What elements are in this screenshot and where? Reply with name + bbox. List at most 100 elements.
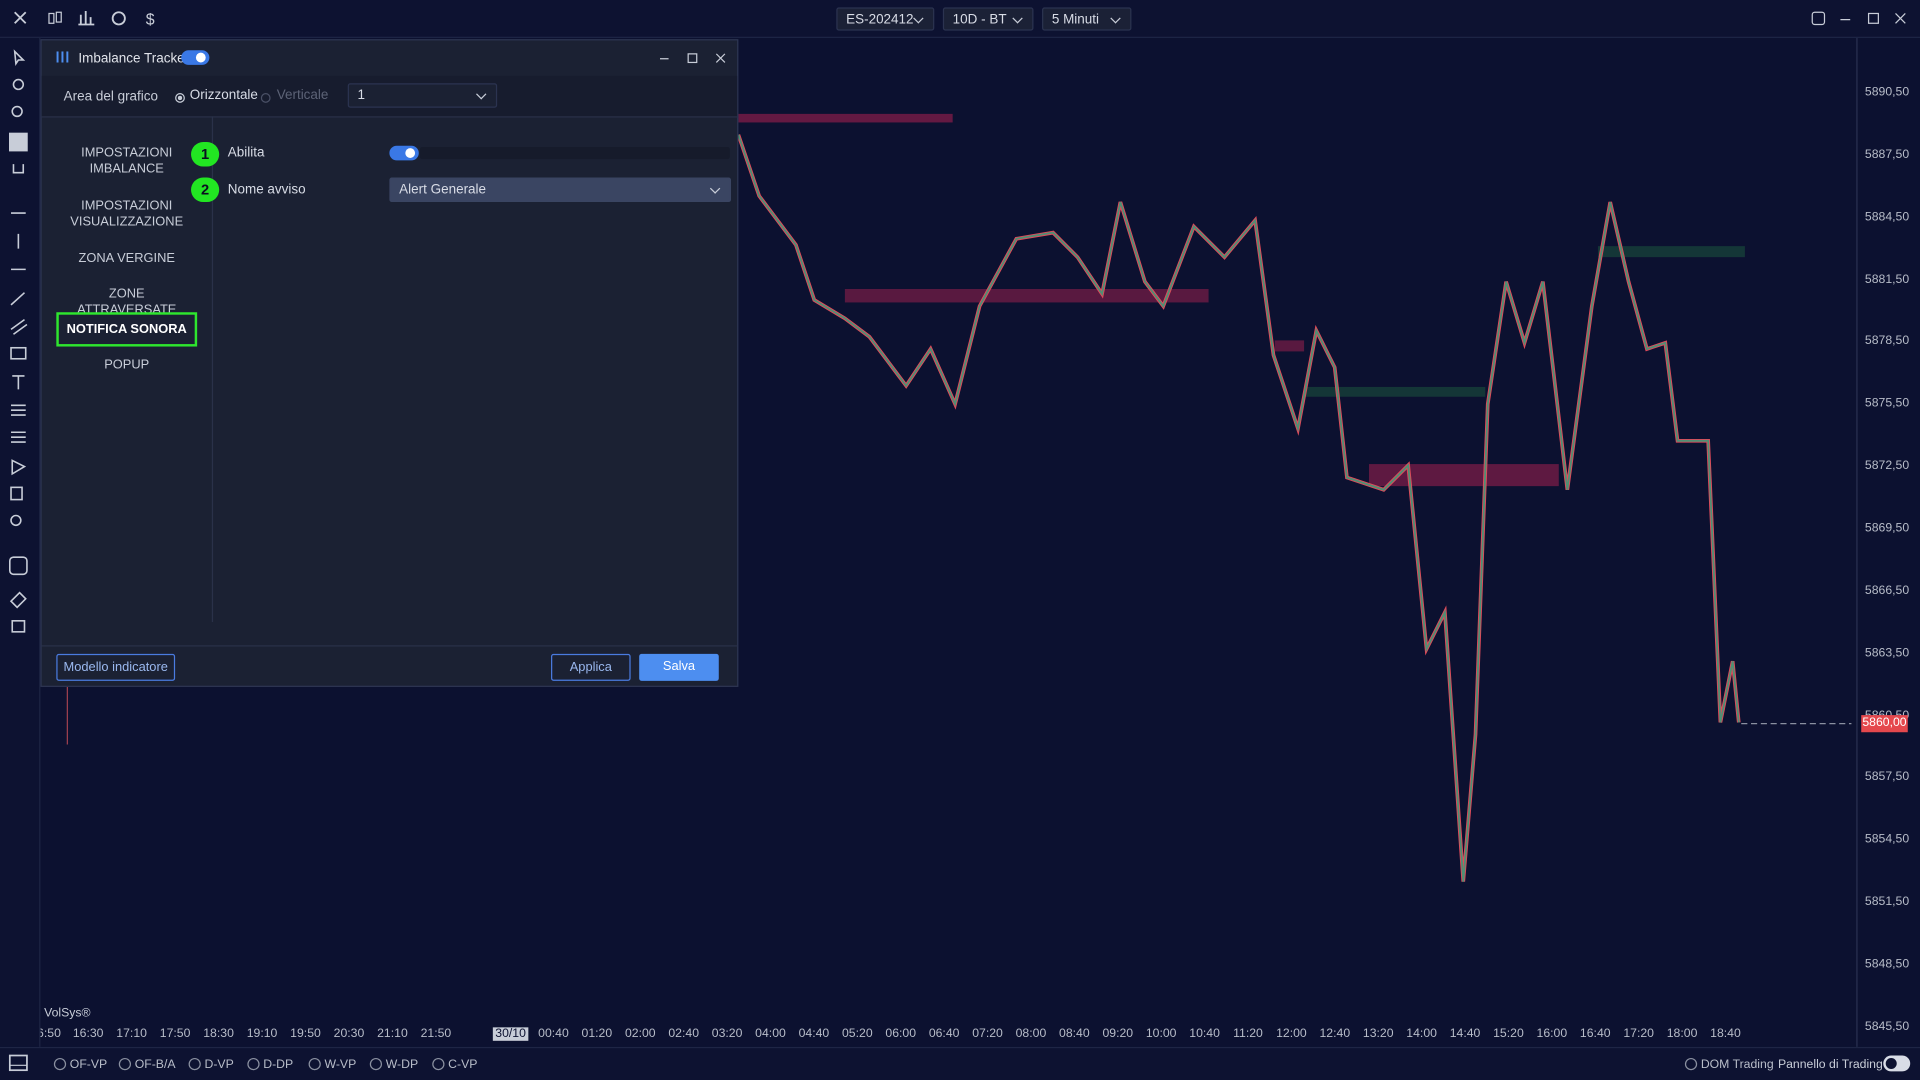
time-label: 17:10: [116, 1027, 147, 1041]
magnet-tool[interactable]: [12, 164, 25, 174]
panel-icon[interactable]: [8, 1054, 31, 1074]
price-label: 5887,50: [1864, 147, 1910, 162]
time-label: 08:40: [1059, 1027, 1090, 1041]
fib-tool[interactable]: [11, 404, 26, 416]
step-badge: 1: [191, 142, 220, 167]
text-tool[interactable]: [12, 375, 25, 390]
nav-item[interactable]: IMPOSTAZIONI VISUALIZZAZIONE: [70, 198, 184, 229]
time-label: 14:00: [1406, 1027, 1437, 1041]
range-dropdown[interactable]: 10D - BT: [942, 7, 1034, 31]
rect-tool[interactable]: [10, 346, 27, 360]
price-axis: 5890,50 5887,50 5884,50 5881,50 5878,50 5875,…: [1856, 37, 1920, 1047]
hand-tool[interactable]: [12, 78, 25, 91]
dialog-title-bar: Imbalance Tracker: [42, 40, 738, 76]
study-toggle[interactable]: W-VP: [308, 1057, 356, 1071]
zoom-tool[interactable]: [11, 105, 23, 118]
time-label: 10:00: [1145, 1027, 1177, 1041]
time-label: 13:20: [1362, 1027, 1394, 1041]
dialog-footer: Modello indicatore Applica Salva: [41, 645, 738, 687]
apply-button[interactable]: Applica: [551, 653, 631, 681]
nav-item[interactable]: IMPOSTAZIONI IMBALANCE: [81, 145, 173, 177]
dialog-close[interactable]: [715, 53, 726, 63]
imbalance-zone: [1368, 464, 1559, 487]
indicator-dialog: Imbalance Tracker Area del grafico Orizz…: [40, 39, 739, 687]
time-label: 06:40: [928, 1027, 960, 1041]
dom-trading[interactable]: DOM Trading: [1684, 1057, 1774, 1071]
close-icon[interactable]: [14, 11, 27, 24]
candles-icon[interactable]: [48, 12, 55, 24]
time-label: 21:10: [377, 1027, 408, 1041]
levels-tool[interactable]: [11, 431, 26, 443]
eraser-tool[interactable]: [9, 591, 27, 609]
price-label: 5878,50: [1864, 334, 1910, 349]
dialog-maximize[interactable]: [687, 53, 698, 64]
timeframe-dropdown[interactable]: 5 Minuti: [1042, 7, 1132, 31]
price-label: 5845,50: [1864, 1019, 1910, 1034]
symbol-dropdown[interactable]: ES-202412: [836, 7, 935, 31]
crosshair-tool[interactable]: [9, 132, 28, 152]
study-toggle[interactable]: W-DP: [369, 1057, 418, 1071]
radio-horizontal[interactable]: [175, 93, 185, 103]
nav-item[interactable]: ZONA VERGINE: [78, 251, 175, 266]
channel-tool[interactable]: [10, 318, 28, 335]
time-label: 17:20: [1623, 1027, 1654, 1041]
time-label: 05:20: [841, 1027, 873, 1041]
nav-item[interactable]: POPUP: [104, 357, 150, 373]
trading-panel-label: Pannello di Trading: [1777, 1057, 1883, 1072]
drawing-tools: [9, 49, 28, 633]
brand: VolSys®: [44, 1006, 91, 1021]
time-label: 15:20: [1493, 1027, 1524, 1041]
nav-item[interactable]: NOTIFICA SONORA: [56, 312, 198, 347]
area-label: Area del grafico: [63, 89, 159, 105]
price-label: 5875,50: [1864, 397, 1910, 411]
study-toggle[interactable]: OF-VP: [53, 1057, 107, 1071]
time-label: 6:50: [37, 1027, 61, 1041]
bars-icon[interactable]: [78, 11, 95, 26]
alert-tool[interactable]: [10, 514, 22, 527]
pane-select[interactable]: 1: [347, 83, 498, 108]
price-label: 5866,50: [1864, 583, 1910, 598]
top-bar: $ ES-202412 10D - BT 5 Minuti: [0, 0, 1920, 38]
imbalance-zone: [738, 113, 953, 123]
time-label: 16:00: [1536, 1027, 1568, 1041]
candles-icon[interactable]: [55, 11, 62, 23]
lock-tool[interactable]: [9, 556, 28, 576]
imbalance-zone: [1304, 386, 1486, 397]
template-button[interactable]: Modello indicatore: [56, 653, 176, 681]
template-tool[interactable]: [10, 486, 23, 501]
step-badge: 2: [191, 177, 220, 203]
enable-toggle[interactable]: [389, 145, 419, 161]
dialog-title: Imbalance Tracker: [78, 51, 190, 67]
study-toggle[interactable]: C-VP: [432, 1057, 477, 1071]
indicator-icon: [56, 51, 69, 63]
time-label: 30/10: [492, 1027, 529, 1041]
time-label: 12:40: [1319, 1027, 1351, 1041]
save-button[interactable]: Salva: [639, 653, 719, 681]
pointer-tool[interactable]: [13, 49, 26, 66]
time-label: 16:30: [72, 1027, 104, 1041]
time-label: 14:40: [1449, 1027, 1481, 1041]
measure-tool[interactable]: [11, 459, 27, 476]
maximize-button[interactable]: [1867, 12, 1879, 24]
currency-icon[interactable]: $: [146, 11, 155, 28]
time-label: 19:10: [246, 1027, 278, 1041]
layers-tool[interactable]: [11, 620, 26, 633]
option-horizontal[interactable]: Orizzontale: [189, 88, 258, 103]
alert-name-select[interactable]: Alert Generale: [389, 177, 732, 203]
study-toggle[interactable]: OF-B/A: [118, 1057, 176, 1071]
time-label: 18:40: [1710, 1027, 1741, 1041]
price-chart: [66, 113, 1852, 882]
trendline-tool[interactable]: [10, 292, 26, 306]
indicator-toggle[interactable]: [181, 50, 210, 65]
study-toggle[interactable]: D-DP: [247, 1057, 293, 1071]
layout-button[interactable]: [1811, 11, 1826, 26]
settings-icon[interactable]: [111, 11, 126, 26]
trading-panel-toggle[interactable]: [1883, 1055, 1911, 1072]
radio-vertical: [260, 93, 271, 103]
close-button[interactable]: [1895, 13, 1906, 24]
time-label: 01:20: [581, 1027, 613, 1041]
field-label: Abilita: [227, 145, 265, 161]
field-label: Nome avviso: [227, 182, 306, 198]
study-toggle[interactable]: D-VP: [188, 1057, 234, 1071]
